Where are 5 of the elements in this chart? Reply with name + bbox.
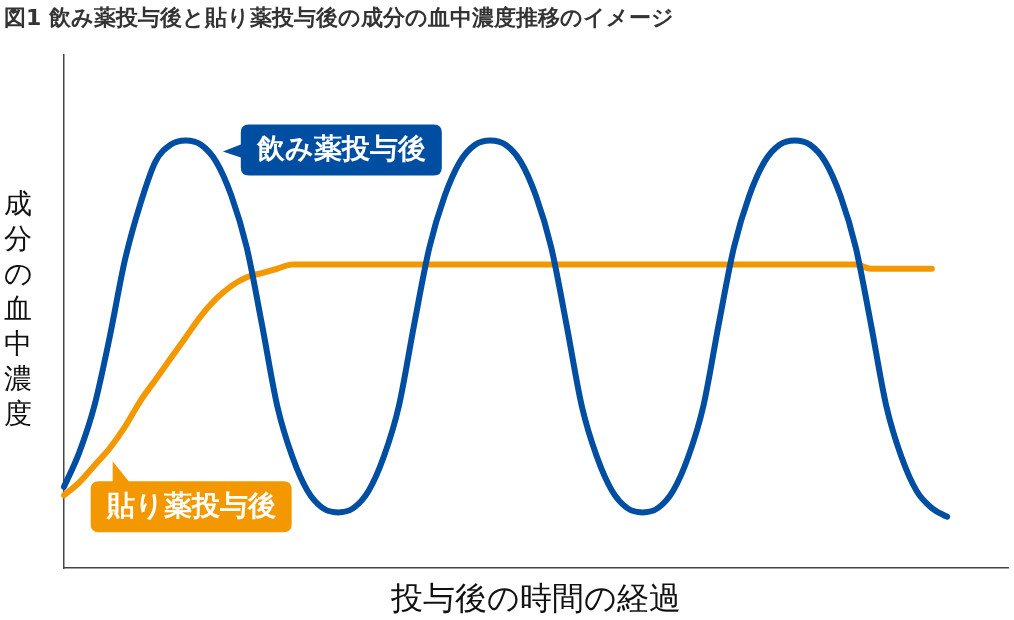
chart-title: 図1 飲み薬投与後と貼り薬投与後の成分の血中濃度推移のイメージ <box>4 4 674 32</box>
series-label: 貼り薬投与後 <box>105 489 276 523</box>
series-label: 飲み薬投与後 <box>255 132 426 166</box>
x-axis-title: 投与後の時間の経過 <box>389 579 682 617</box>
y-axis-title: 成分の血中濃度 <box>2 186 34 431</box>
